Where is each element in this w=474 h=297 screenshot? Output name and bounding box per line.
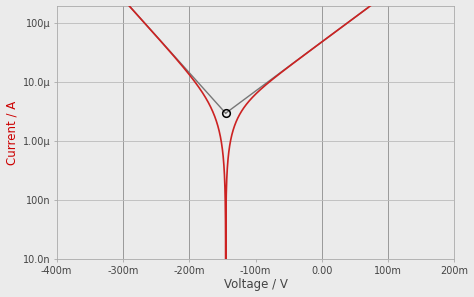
Y-axis label: Current / A: Current / A: [6, 100, 18, 165]
X-axis label: Voltage / V: Voltage / V: [224, 279, 287, 291]
